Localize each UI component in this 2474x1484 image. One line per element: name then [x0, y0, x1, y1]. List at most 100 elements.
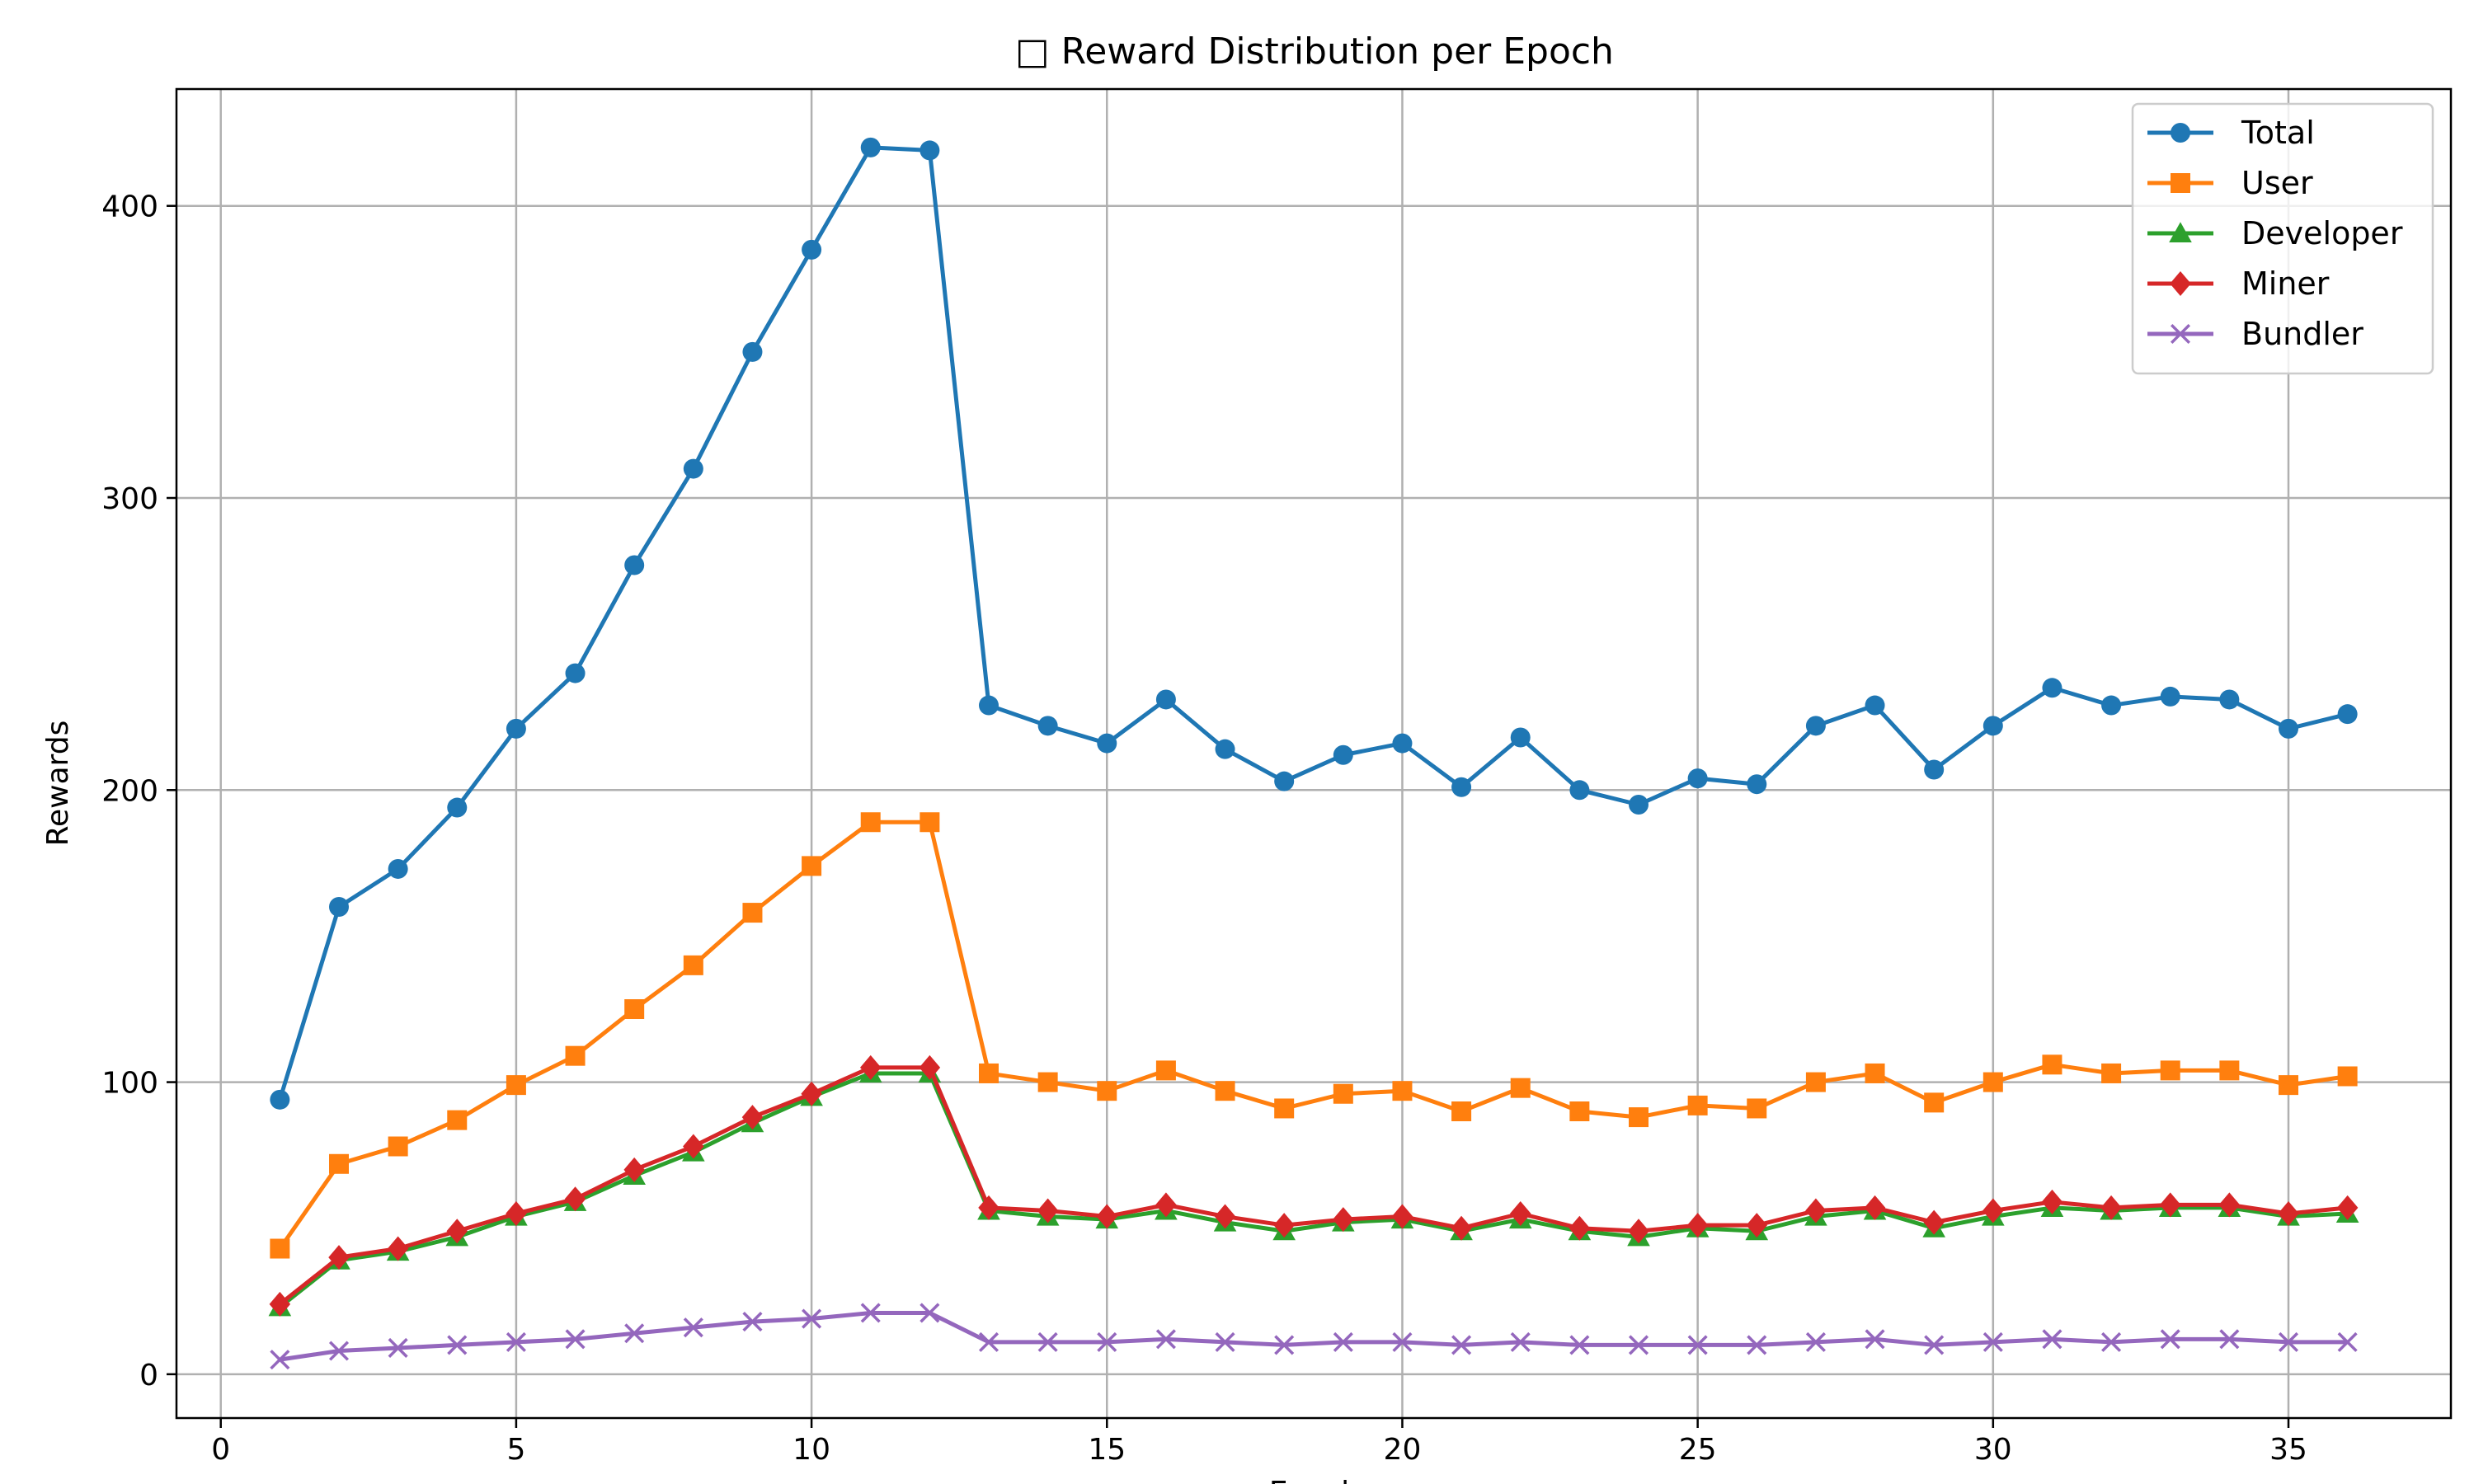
series-miner-point	[741, 1105, 764, 1130]
grid-lines	[176, 89, 2451, 1418]
series-total-point	[920, 140, 940, 161]
series-user-point	[1037, 1072, 1058, 1092]
series-miner-point	[446, 1219, 468, 1244]
series-miner-point	[1509, 1201, 1531, 1226]
series-miner-point	[1333, 1207, 1354, 1233]
series-total-point	[565, 663, 586, 683]
series-total-point	[624, 555, 645, 575]
series-miner-line	[278, 1065, 2348, 1306]
series-total-point	[1510, 727, 1531, 748]
series-user-point	[1392, 1081, 1413, 1101]
series-miner-point	[801, 1081, 822, 1106]
series-bundler-point	[1392, 1331, 1413, 1352]
series-user-point	[1865, 1063, 1885, 1083]
legend-item-developer: Developer	[2147, 215, 2403, 251]
series-total-point	[1747, 774, 1767, 795]
x-marker-stroke	[1865, 1329, 1885, 1350]
series-bundler-point	[1924, 1335, 1945, 1355]
series-total-point	[329, 897, 349, 917]
legend-label: Developer	[2241, 215, 2403, 251]
series-bundler-point	[1155, 1329, 1176, 1350]
series-user-point	[1333, 1083, 1353, 1104]
series-bundler-point	[1805, 1331, 1826, 1352]
legend: Total User Developer Miner Bundler	[2131, 102, 2434, 375]
series-total-point	[388, 858, 408, 879]
series-user-point	[2101, 1063, 2122, 1083]
series-total-point	[1629, 795, 1649, 815]
x-tick-label: 0	[211, 1433, 230, 1467]
series-user-point	[802, 856, 822, 876]
series-user-point	[979, 1063, 999, 1083]
x-marker-stroke	[1628, 1335, 1649, 1355]
legend-label: User	[2241, 165, 2313, 201]
x-marker-stroke	[328, 1341, 350, 1361]
series-bundler-point	[1865, 1329, 1885, 1350]
series-user-point	[1569, 1101, 1590, 1121]
series-miner-point	[1273, 1213, 1295, 1238]
x-marker-stroke	[447, 1335, 468, 1355]
x-tick-label: 25	[1679, 1433, 1717, 1467]
series-miner-point	[1864, 1195, 1886, 1220]
series-bundler-point	[1510, 1331, 1531, 1352]
legend-item-total: Total	[2147, 115, 2315, 151]
x-marker-stroke	[1037, 1331, 1058, 1352]
series-bundler-point	[742, 1312, 763, 1332]
series-total-point	[979, 695, 999, 716]
x-marker-stroke	[388, 1337, 408, 1359]
series-total-point	[1097, 733, 1117, 754]
series-bundler-point	[328, 1341, 350, 1361]
series-bundler-point	[447, 1335, 468, 1355]
x-marker-stroke	[1392, 1331, 1413, 1352]
series-user-point	[270, 1238, 290, 1259]
x-marker-stroke	[1333, 1331, 1353, 1352]
series-user-point	[1274, 1098, 1295, 1119]
series-miner-point	[2041, 1189, 2063, 1214]
series-bundler-point	[1037, 1331, 1058, 1352]
x-marker-stroke	[2219, 1329, 2240, 1350]
series-bundler-point	[2042, 1329, 2062, 1350]
series-total-point	[2101, 695, 2122, 716]
series-layer	[268, 137, 2359, 1370]
legend-swatch-marker	[2169, 222, 2192, 243]
series-user-point	[1510, 1078, 1531, 1098]
series-bundler-point	[1333, 1331, 1353, 1352]
series-total-point	[2279, 718, 2298, 739]
series-miner-point	[1037, 1198, 1059, 1223]
x-marker-stroke	[1924, 1335, 1945, 1355]
series-miner-point	[2218, 1192, 2241, 1218]
series-bundler-point	[683, 1317, 703, 1338]
axis-ticks: 0 5 10 15 20 25 30 35 0 100 200 300 400	[101, 190, 2307, 1467]
series-total-point	[742, 341, 763, 362]
series-bundler-point	[270, 1350, 290, 1370]
series-miner-point	[1569, 1215, 1591, 1241]
series-total-point	[1982, 716, 2003, 736]
legend-label: Miner	[2241, 265, 2330, 302]
series-total-point	[1215, 739, 1235, 759]
x-marker-stroke	[1451, 1335, 1472, 1355]
series-user-point	[683, 955, 703, 975]
series-total-point	[447, 797, 468, 818]
series-miner	[269, 1054, 2359, 1317]
x-marker-stroke	[2160, 1329, 2180, 1350]
series-bundler-point	[920, 1303, 940, 1323]
x-marker-stroke	[565, 1329, 586, 1350]
series-user-point	[1215, 1081, 1235, 1101]
series-miner-point	[269, 1291, 291, 1317]
series-bundler-point	[1569, 1335, 1590, 1355]
x-marker-stroke	[742, 1312, 763, 1332]
y-tick-label: 200	[101, 774, 158, 808]
series-miner-point	[1451, 1215, 1472, 1241]
series-total-point	[1569, 780, 1590, 801]
series-miner-point	[683, 1134, 704, 1159]
legend-item-miner: Miner	[2147, 265, 2330, 302]
series-user-point	[624, 999, 645, 1019]
series-total-point	[802, 239, 822, 260]
series-miner-point	[1628, 1219, 1649, 1244]
series-bundler-point	[802, 1308, 822, 1329]
x-marker-stroke	[1982, 1331, 2003, 1352]
series-miner-point	[623, 1157, 645, 1182]
series-bundler-line	[279, 1310, 2348, 1362]
series-user-point	[1629, 1107, 1649, 1128]
series-bundler-point	[2160, 1329, 2180, 1350]
y-axis-label: Rewards	[41, 721, 75, 847]
